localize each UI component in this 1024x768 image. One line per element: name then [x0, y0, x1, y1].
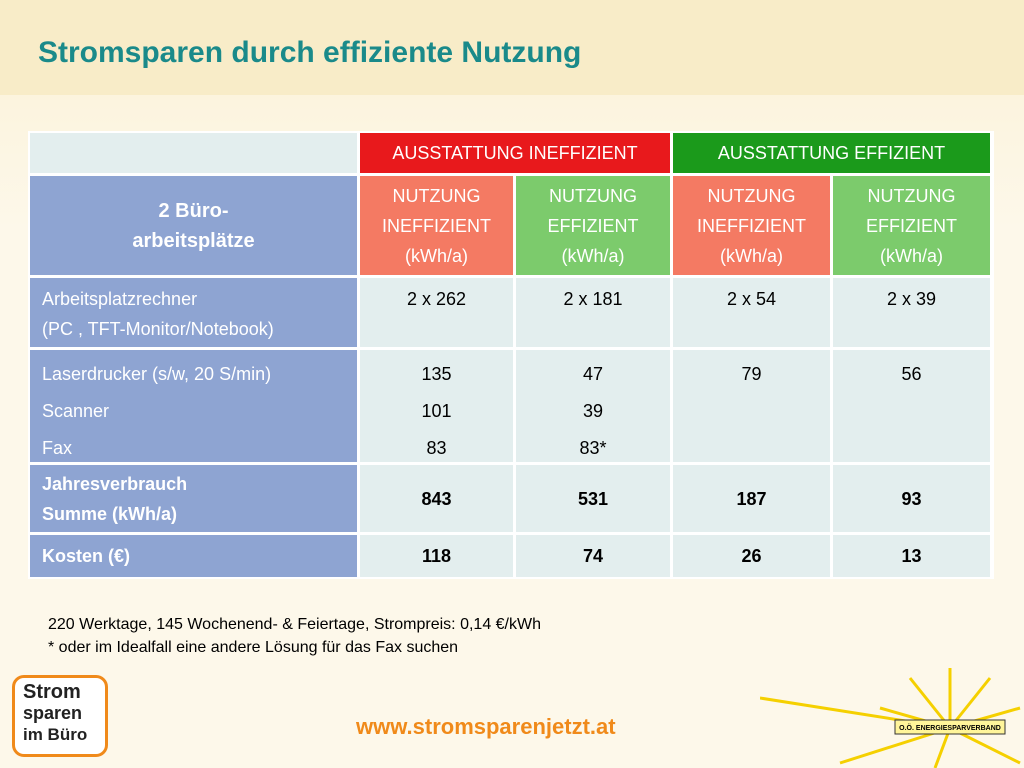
cell-text: 843: [421, 488, 452, 509]
data-cell: 2 x 181: [516, 278, 670, 347]
data-cell: 135 101 83: [360, 350, 513, 462]
data-cell: 93: [833, 465, 990, 532]
logo-text: Strom: [23, 681, 81, 703]
cell-text: Arbeitsplatzrechner: [42, 289, 198, 309]
cell-text: Jahresverbrauch: [42, 473, 188, 494]
data-cell: 47 39 83*: [516, 350, 670, 462]
logo-text: sparen: [23, 703, 83, 723]
data-cell: 2 x 262: [360, 278, 513, 347]
url: www.stromsparenjetzt.at: [356, 714, 616, 739]
column-header: NUTZUNG EFFIZIENT (kWh/a): [833, 176, 990, 275]
sun-logo: O.Ö. ENERGIESPARVERBAND: [760, 668, 1021, 768]
cell-text: 101: [421, 401, 452, 421]
cell-text: 2 x 54: [726, 289, 777, 309]
data-cell: 531: [516, 465, 670, 532]
cell-text: 187: [736, 488, 767, 509]
column-header: NUTZUNG EFFIZIENT (kWh/a): [516, 176, 670, 275]
cell-text: 135: [421, 364, 452, 384]
data-cell: 74: [516, 535, 670, 577]
data-cell: 2 x 54: [673, 278, 830, 347]
cell-text: (PC , TFT-Monitor/Notebook): [42, 319, 274, 339]
row-header: 2 Büro-arbeitsplätze: [30, 176, 357, 275]
cell-text: AUSSTATTUNG EFFIZIENT: [717, 143, 946, 163]
cell-text: 83*: [579, 438, 607, 458]
data-cell: 26: [673, 535, 830, 577]
data-cell: 2 x 39: [833, 278, 990, 347]
row-label: Jahresverbrauch Summe (kWh/a): [30, 465, 357, 532]
data-cell: 13: [833, 535, 990, 577]
cell-text: 79: [741, 364, 762, 384]
cell-text: NUTZUNG: [867, 185, 956, 206]
cell-text: 2 x 39: [886, 289, 937, 309]
cell-text: 93: [901, 488, 922, 509]
cell-text: 26: [741, 546, 762, 566]
cell-text: AUSSTATTUNG INEFFIZIENT: [392, 143, 638, 163]
cell-text: Laserdrucker (s/w, 20 S/min): [42, 364, 272, 384]
row-label: Arbeitsplatzrechner (PC , TFT-Monitor/Not…: [30, 278, 357, 347]
cell-text: 74: [582, 546, 604, 566]
cell-text: EFFIZIENT: [547, 215, 639, 236]
cell-text: Scanner: [42, 401, 110, 421]
cell-text: 531: [577, 488, 609, 509]
cell-text: 47: [582, 364, 604, 384]
footnotes: 220 Werktage, 145 Wochenend- & Feiertage…: [48, 613, 541, 659]
cell-text: Kosten (€): [42, 546, 131, 566]
title-band: [0, 0, 1024, 95]
cell-text: 2 x 181: [563, 289, 623, 309]
group-header: AUSSTATTUNG INEFFIZIENT: [360, 133, 670, 173]
row-label: Laserdrucker (s/w, 20 S/min) Scanner Fax: [30, 350, 357, 462]
data-cell: 187: [673, 465, 830, 532]
title: Stromsparen durch effiziente Nutzung: [38, 36, 582, 69]
cell-text: 2 Büro-: [158, 199, 229, 222]
cell-text: (kWh/a): [405, 245, 468, 266]
data-cell: 843: [360, 465, 513, 532]
group-header: AUSSTATTUNG EFFIZIENT: [673, 133, 990, 173]
data-cell: 118: [360, 535, 513, 577]
cell-text: 13: [901, 546, 922, 566]
logo-right-text: O.Ö. ENERGIESPARVERBAND: [899, 723, 1001, 732]
column-header: NUTZUNG INEFFIZIENT (kWh/a): [673, 176, 830, 275]
cell-text: NUTZUNG: [549, 185, 637, 206]
column-header: NUTZUNG INEFFIZIENT (kWh/a): [360, 176, 513, 275]
cell-text: 2 x 262: [406, 289, 467, 309]
cell-text: 56: [901, 364, 922, 384]
cell-text: INEFFIZIENT: [697, 215, 806, 236]
logo-text: im Büro: [23, 725, 88, 744]
data-cell: 79: [673, 350, 830, 462]
footnote: * oder im Idealfall eine andere Lösung f…: [48, 639, 459, 656]
cell-text: Fax: [42, 438, 73, 458]
cell-text: EFFIZIENT: [866, 215, 957, 236]
logo-left: Strom sparen im Büro: [12, 675, 108, 757]
cell-text: Summe (kWh/a): [42, 503, 178, 524]
corner-cell: [30, 133, 357, 173]
cell-text: NUTZUNG: [392, 185, 481, 206]
cell-text: (kWh/a): [720, 245, 783, 266]
cell-text: arbeitsplätze: [132, 229, 255, 252]
cell-text: (kWh/a): [880, 245, 943, 266]
cell-text: 39: [582, 401, 604, 421]
cell-text: INEFFIZIENT: [382, 215, 491, 236]
data-cell: 56: [833, 350, 990, 462]
cell-text: 83: [426, 438, 447, 458]
footnote: 220 Werktage, 145 Wochenend- & Feiertage…: [48, 616, 541, 633]
cell-text: 118: [421, 546, 452, 566]
cell-text: (kWh/a): [561, 245, 625, 266]
row-label: Kosten (€): [30, 535, 357, 577]
cell-text: NUTZUNG: [707, 185, 796, 206]
